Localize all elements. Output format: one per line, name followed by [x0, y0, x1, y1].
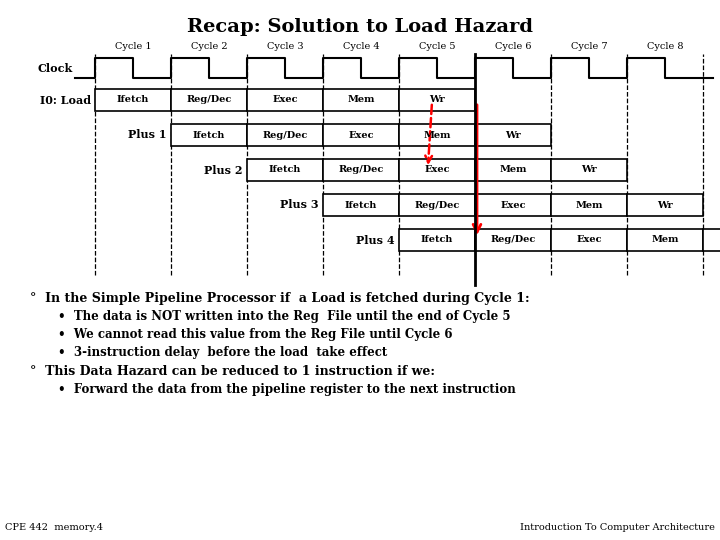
- Bar: [171, 89, 247, 111]
- Text: Reg/Dec: Reg/Dec: [490, 235, 536, 245]
- Bar: [475, 194, 551, 216]
- Text: Recap: Solution to Load Hazard: Recap: Solution to Load Hazard: [187, 18, 533, 36]
- Bar: [323, 89, 399, 111]
- Text: Clock: Clock: [37, 63, 73, 73]
- Text: °  In the Simple Pipeline Processor if  a Load is fetched during Cycle 1:: ° In the Simple Pipeline Processor if a …: [30, 292, 530, 305]
- Bar: [247, 124, 323, 146]
- Bar: [551, 229, 627, 251]
- Text: Exec: Exec: [424, 165, 450, 174]
- Text: Exec: Exec: [576, 235, 602, 245]
- Text: Wr: Wr: [581, 165, 597, 174]
- Text: Exec: Exec: [348, 131, 374, 139]
- Text: Reg/Dec: Reg/Dec: [262, 131, 307, 139]
- Text: Cycle 2: Cycle 2: [191, 42, 228, 51]
- Text: Wr: Wr: [657, 200, 673, 210]
- Text: Cycle 5: Cycle 5: [419, 42, 455, 51]
- Text: CPE 442  memory.4: CPE 442 memory.4: [5, 523, 103, 532]
- Bar: [399, 194, 475, 216]
- Bar: [323, 124, 399, 146]
- Text: Ifetch: Ifetch: [420, 235, 453, 245]
- Text: Ifetch: Ifetch: [269, 165, 301, 174]
- Bar: [475, 124, 551, 146]
- Text: Introduction To Computer Architecture: Introduction To Computer Architecture: [520, 523, 715, 532]
- Text: Reg/Dec: Reg/Dec: [186, 96, 232, 105]
- Bar: [399, 159, 475, 181]
- Text: Cycle 4: Cycle 4: [343, 42, 379, 51]
- Bar: [627, 229, 703, 251]
- Bar: [247, 159, 323, 181]
- Bar: [399, 229, 475, 251]
- Text: •  3-instruction delay  before the load  take effect: • 3-instruction delay before the load ta…: [58, 346, 387, 359]
- Text: Mem: Mem: [499, 165, 527, 174]
- Text: Mem: Mem: [347, 96, 374, 105]
- Bar: [399, 89, 475, 111]
- Text: Reg/Dec: Reg/Dec: [338, 165, 384, 174]
- Bar: [475, 159, 551, 181]
- Text: Mem: Mem: [575, 200, 603, 210]
- Text: Wr: Wr: [505, 131, 521, 139]
- Text: Cycle 6: Cycle 6: [495, 42, 531, 51]
- Text: Ifetch: Ifetch: [117, 96, 149, 105]
- Bar: [323, 159, 399, 181]
- Text: Plus 3: Plus 3: [280, 199, 319, 211]
- Text: Cycle 3: Cycle 3: [266, 42, 303, 51]
- Text: I0: Load: I0: Load: [40, 94, 91, 105]
- Text: Mem: Mem: [652, 235, 679, 245]
- Bar: [627, 194, 703, 216]
- Text: Wr: Wr: [429, 96, 445, 105]
- Bar: [551, 159, 627, 181]
- Bar: [475, 229, 551, 251]
- Text: •  The data is NOT written into the Reg  File until the end of Cycle 5: • The data is NOT written into the Reg F…: [58, 310, 510, 323]
- Bar: [399, 124, 475, 146]
- Text: °  This Data Hazard can be reduced to 1 instruction if we:: ° This Data Hazard can be reduced to 1 i…: [30, 365, 435, 378]
- Bar: [171, 124, 247, 146]
- Text: •  We cannot read this value from the Reg File until Cycle 6: • We cannot read this value from the Reg…: [58, 328, 452, 341]
- Text: Exec: Exec: [272, 96, 298, 105]
- Text: Exec: Exec: [500, 200, 526, 210]
- Text: Cycle 1: Cycle 1: [114, 42, 151, 51]
- Text: Ifetch: Ifetch: [345, 200, 377, 210]
- Text: Cycle 8: Cycle 8: [647, 42, 683, 51]
- Text: Cycle 7: Cycle 7: [571, 42, 607, 51]
- Text: Plus 1: Plus 1: [128, 130, 167, 140]
- Text: Plus 2: Plus 2: [204, 165, 243, 176]
- Bar: [703, 229, 720, 251]
- Bar: [551, 194, 627, 216]
- Text: Mem: Mem: [423, 131, 451, 139]
- Bar: [95, 89, 171, 111]
- Text: Ifetch: Ifetch: [193, 131, 225, 139]
- Text: Plus 4: Plus 4: [356, 234, 395, 246]
- Bar: [247, 89, 323, 111]
- Text: Reg/Dec: Reg/Dec: [415, 200, 459, 210]
- Text: •  Forward the data from the pipeline register to the next instruction: • Forward the data from the pipeline reg…: [58, 383, 516, 396]
- Bar: [323, 194, 399, 216]
